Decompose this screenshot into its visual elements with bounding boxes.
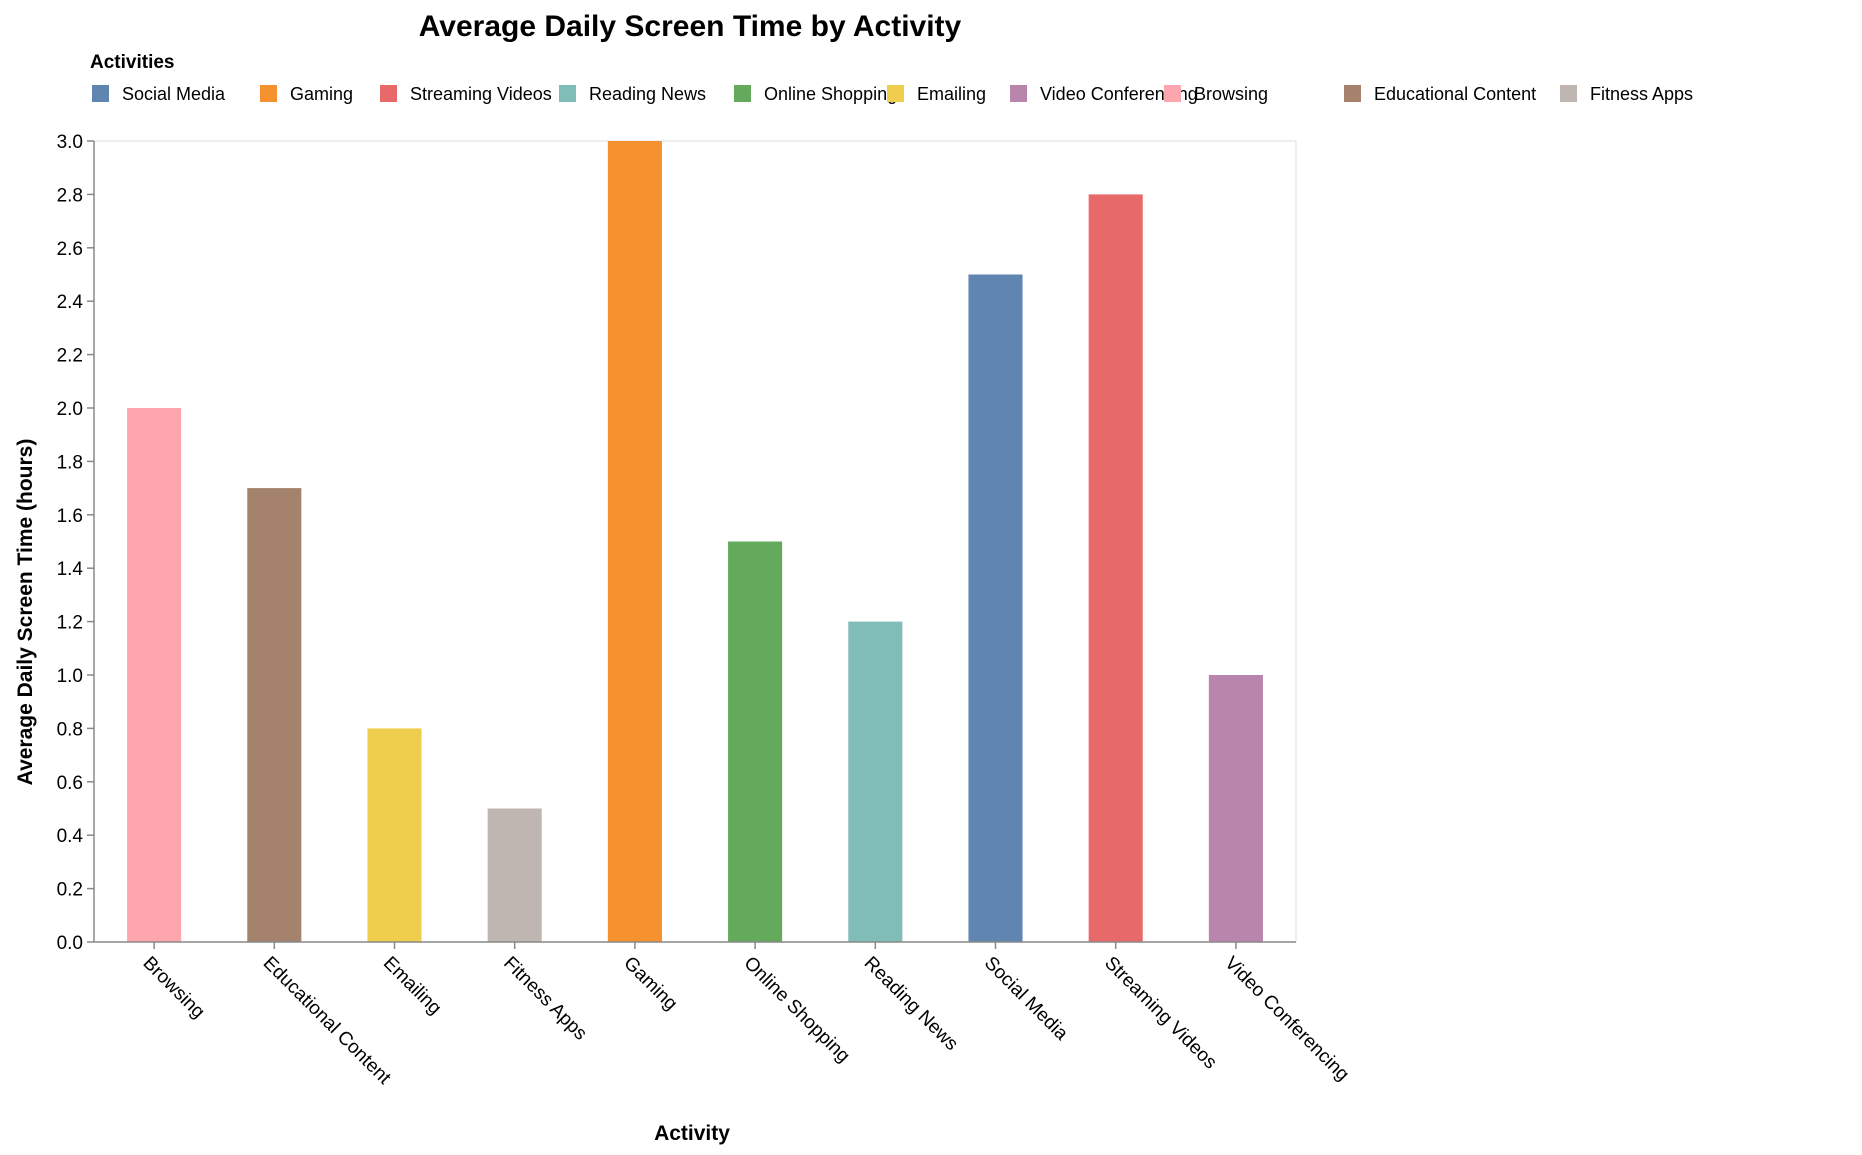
legend-item-reading-news: Reading News bbox=[559, 84, 706, 104]
legend-swatch-educational-content bbox=[1344, 85, 1361, 102]
y-tick-label: 2.6 bbox=[57, 239, 83, 260]
x-tick-label-emailing: Emailing bbox=[379, 953, 445, 1019]
bar-fitness-apps bbox=[487, 808, 542, 942]
legend-label-streaming-videos: Streaming Videos bbox=[410, 84, 552, 104]
legend-label-online-shopping: Online Shopping bbox=[764, 84, 897, 104]
x-tick-label-streaming-videos: Streaming Videos bbox=[1100, 953, 1221, 1074]
bar-reading-news bbox=[848, 621, 903, 942]
legend-swatch-fitness-apps bbox=[1560, 85, 1577, 102]
x-tick-label-social-media: Social Media bbox=[980, 953, 1072, 1045]
legend-swatch-online-shopping bbox=[734, 85, 751, 102]
y-tick-label: 2.2 bbox=[57, 346, 83, 367]
y-tick-label: 1.0 bbox=[57, 666, 83, 687]
x-tick-label-educational-content: Educational Content bbox=[259, 953, 395, 1089]
bar-gaming bbox=[607, 141, 662, 942]
bar-streaming-videos bbox=[1088, 194, 1143, 942]
legend-swatch-social-media bbox=[92, 85, 109, 102]
bar-educational-content bbox=[247, 488, 302, 942]
legend-item-video-conferencing: Video Conferencing bbox=[1010, 84, 1198, 104]
legend-title: Activities bbox=[90, 52, 174, 73]
legend-swatch-emailing bbox=[887, 85, 904, 102]
legend-item-social-media: Social Media bbox=[92, 84, 226, 104]
y-tick-label: 0.6 bbox=[57, 773, 83, 794]
chart-title: Average Daily Screen Time by Activity bbox=[419, 10, 962, 43]
legend-item-fitness-apps: Fitness Apps bbox=[1560, 84, 1693, 104]
legend-item-educational-content: Educational Content bbox=[1344, 84, 1536, 104]
legend-label-social-media: Social Media bbox=[122, 84, 226, 104]
y-tick-label: 1.2 bbox=[57, 613, 83, 634]
y-tick-label: 2.8 bbox=[57, 185, 83, 206]
legend-item-browsing: Browsing bbox=[1164, 84, 1268, 104]
legend-item-online-shopping: Online Shopping bbox=[734, 84, 897, 104]
y-tick-label: 1.6 bbox=[57, 506, 83, 527]
legend-label-fitness-apps: Fitness Apps bbox=[1590, 84, 1693, 104]
bar-emailing bbox=[367, 728, 422, 942]
y-tick-label: 0.8 bbox=[57, 719, 83, 740]
bar-social-media bbox=[968, 274, 1023, 942]
y-tick-label: 0.4 bbox=[57, 826, 84, 847]
legend-item-gaming: Gaming bbox=[260, 84, 353, 104]
y-tick-label: 0.2 bbox=[57, 880, 83, 901]
legend-swatch-reading-news bbox=[559, 85, 576, 102]
x-axis-title: Activity bbox=[654, 1122, 730, 1145]
bars bbox=[127, 141, 1263, 942]
x-tick-label-video-conferencing: Video Conferencing bbox=[1220, 953, 1353, 1086]
legend-label-reading-news: Reading News bbox=[589, 84, 706, 104]
y-tick-label: 2.0 bbox=[57, 399, 83, 420]
legend-swatch-gaming bbox=[260, 85, 277, 102]
bar-online-shopping bbox=[728, 541, 783, 942]
y-tick-label: 0.0 bbox=[57, 933, 83, 954]
legend-swatch-streaming-videos bbox=[380, 85, 397, 102]
legend-item-emailing: Emailing bbox=[887, 84, 986, 104]
y-tick-label: 3.0 bbox=[57, 132, 83, 153]
legend-label-emailing: Emailing bbox=[917, 84, 986, 104]
x-tick-label-gaming: Gaming bbox=[619, 953, 681, 1015]
legend-swatch-browsing bbox=[1164, 85, 1181, 102]
y-tick-label: 1.8 bbox=[57, 452, 83, 473]
legend-swatch-video-conferencing bbox=[1010, 85, 1027, 102]
y-tick-label: 1.4 bbox=[57, 559, 84, 580]
x-tick-label-fitness-apps: Fitness Apps bbox=[499, 953, 591, 1045]
y-axis: 0.0 0.2 0.4 0.6 0.8 1.0 1.2 1.4 1.6 1.8 2.0 2.2 2.4 2… bbox=[57, 132, 95, 954]
legend-label-browsing: Browsing bbox=[1194, 84, 1268, 104]
x-tick-label-reading-news: Reading News bbox=[860, 953, 962, 1055]
y-tick-label: 2.4 bbox=[57, 292, 84, 313]
legend: Social Media Gaming Streaming Videos Readin… bbox=[92, 84, 1693, 104]
y-axis-title: Average Daily Screen Time (hours) bbox=[14, 439, 37, 786]
legend-item-streaming-videos: Streaming Videos bbox=[380, 84, 552, 104]
legend-label-video-conferencing: Video Conferencing bbox=[1040, 84, 1198, 104]
legend-label-gaming: Gaming bbox=[290, 84, 353, 104]
x-tick-label-online-shopping: Online Shopping bbox=[740, 953, 854, 1067]
legend-label-educational-content: Educational Content bbox=[1374, 84, 1536, 104]
bar-video-conferencing bbox=[1208, 675, 1263, 942]
x-tick-label-browsing: Browsing bbox=[139, 953, 209, 1023]
bar-browsing bbox=[127, 408, 182, 942]
